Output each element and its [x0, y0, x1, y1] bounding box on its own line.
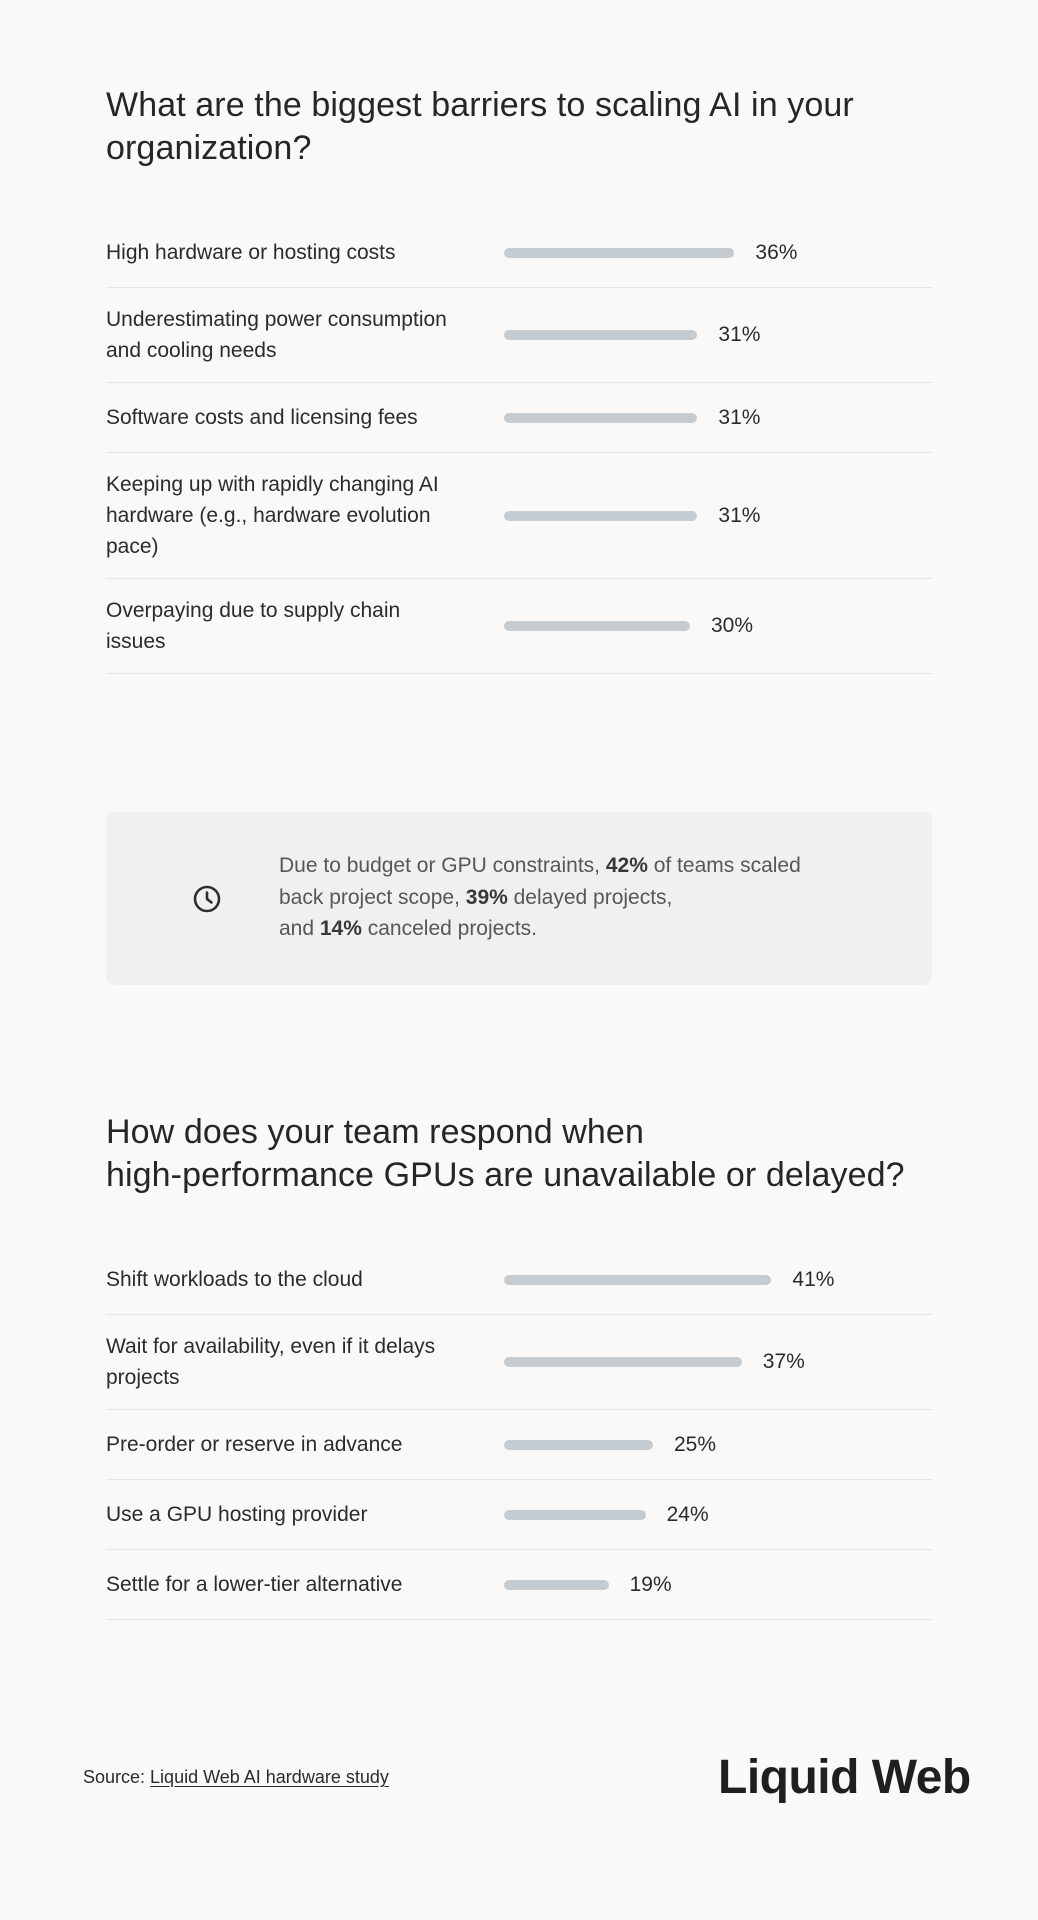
bar-track: 37% — [504, 1350, 932, 1374]
category-label: High hardware or hosting costs — [106, 237, 504, 268]
category-label-line: Wait for availability, even if it delays — [106, 1335, 436, 1358]
bar — [504, 1509, 646, 1520]
source-prefix: Source: — [83, 1767, 151, 1787]
category-label-line: projects — [106, 1366, 180, 1389]
category-label: Underestimating power consumption and coo… — [106, 304, 504, 366]
category-label-line: pace) — [106, 535, 159, 558]
value-label: 25% — [674, 1432, 717, 1456]
gpu-response-title-line2: high-performance GPUs are unavailable or… — [106, 1156, 905, 1194]
category-label: Pre-order or reserve in advance — [106, 1429, 504, 1460]
value-label: 24% — [666, 1502, 709, 1526]
category-label-line: High hardware or hosting costs — [106, 241, 396, 264]
category-label: Wait for availability, even if it delays… — [106, 1331, 504, 1393]
bar-track: 24% — [504, 1503, 932, 1527]
chart-row: Overpaying due to supply chain issues 30% — [106, 579, 932, 674]
category-label-line: Shift workloads to the cloud — [106, 1268, 363, 1291]
gpu-response-section: How does your team respond when high-per… — [106, 1111, 932, 1620]
gpu-response-title-line1: How does your team respond when — [106, 1113, 644, 1151]
gpu-response-title: How does your team respond when high-per… — [106, 1111, 932, 1197]
category-label: Settle for a lower-tier alternative — [106, 1569, 504, 1600]
value-label: 37% — [762, 1350, 805, 1373]
value-label: 36% — [755, 240, 798, 264]
chart-row: Shift workloads to the cloud 41% — [106, 1245, 932, 1315]
bar — [504, 247, 735, 258]
category-label-line: Software costs and licensing fees — [106, 406, 418, 429]
category-label: Shift workloads to the cloud — [106, 1264, 504, 1295]
chart-row: Wait for availability, even if it delays… — [106, 1315, 932, 1410]
bar — [504, 1579, 609, 1590]
bar-track: 19% — [504, 1573, 932, 1597]
bar — [504, 412, 698, 423]
bar — [504, 510, 698, 521]
category-label: Keeping up with rapidly changing AI hardw… — [106, 469, 504, 562]
bar-track: 31% — [504, 504, 932, 528]
chart-row: Underestimating power consumption and coo… — [106, 288, 932, 383]
callout-text-part: delayed projects, — [507, 885, 673, 909]
category-label-line: Underestimating power consumption — [106, 308, 447, 331]
clock-icon — [193, 885, 221, 913]
category-label-line: Keeping up with rapidly changing AI — [106, 473, 439, 496]
value-label: 19% — [629, 1572, 672, 1596]
callout-text-part: Due to budget or GPU constraints, — [279, 854, 606, 877]
value-label: 31% — [718, 503, 761, 527]
chart-row: Software costs and licensing fees 31% — [106, 383, 932, 453]
barriers-section: What are the biggest barriers to scaling… — [106, 84, 932, 674]
bar-track: 41% — [504, 1268, 932, 1292]
callout-text-part: of teams scaled — [647, 854, 801, 877]
callout-text-part: and — [279, 917, 320, 940]
value-label: 31% — [718, 323, 761, 346]
callout-stat-delayed: 39% — [465, 885, 508, 909]
liquid-web-logo: Liquid Web — [718, 1751, 971, 1804]
category-label-line: and cooling needs — [106, 339, 277, 362]
chart-row: Use a GPU hosting provider 24% — [106, 1480, 932, 1550]
category-label-line: Use a GPU hosting provider — [106, 1503, 368, 1526]
bar-track: 36% — [504, 241, 932, 265]
bar — [504, 1357, 742, 1367]
gpu-response-chart: Shift workloads to the cloud 41% Wait for … — [106, 1245, 932, 1620]
barriers-chart: High hardware or hosting costs 36% Underes… — [106, 218, 932, 674]
chart-row: Keeping up with rapidly changing AI hardw… — [106, 453, 932, 579]
value-label: 30% — [711, 614, 754, 637]
barriers-title-line1: What are the biggest barriers to scaling… — [106, 86, 854, 124]
bar — [504, 1274, 772, 1285]
source-note: Source: Liquid Web AI hardware study — [83, 1767, 389, 1788]
callout-stat-scaled-back: 42% — [605, 854, 648, 877]
chart-row: Pre-order or reserve in advance 25% — [106, 1410, 932, 1480]
callout-stat-canceled: 14% — [319, 917, 362, 940]
barriers-title-line2: organization? — [106, 129, 312, 167]
source-link[interactable]: Liquid Web AI hardware study — [150, 1767, 389, 1787]
bar — [504, 621, 690, 631]
value-label: 41% — [792, 1267, 835, 1291]
callout-text-part: canceled projects. — [361, 917, 538, 940]
category-label: Overpaying due to supply chain issues — [106, 595, 504, 657]
callout-text: Due to budget or GPU constraints, 42% of… — [279, 850, 879, 945]
category-label: Use a GPU hosting provider — [106, 1499, 504, 1530]
callout-text-part: back project scope, — [279, 885, 466, 909]
value-label: 31% — [718, 405, 761, 429]
bar — [504, 1439, 653, 1450]
bar — [504, 330, 698, 340]
bar-track: 30% — [504, 614, 932, 638]
category-label-line: Settle for a lower-tier alternative — [106, 1573, 403, 1596]
chart-row: High hardware or hosting costs 36% — [106, 218, 932, 288]
category-label-line: hardware (e.g., hardware evolution — [106, 504, 431, 527]
barriers-title: What are the biggest barriers to scaling… — [106, 84, 932, 170]
bar-track: 25% — [504, 1433, 932, 1457]
bar-track: 31% — [504, 406, 932, 430]
category-label-line: issues — [106, 630, 166, 653]
category-label: Software costs and licensing fees — [106, 402, 504, 433]
category-label-line: Overpaying due to supply chain — [106, 599, 401, 622]
bar-track: 31% — [504, 323, 932, 347]
budget-callout: Due to budget or GPU constraints, 42% of… — [106, 812, 932, 985]
chart-row: Settle for a lower-tier alternative 19% — [106, 1550, 932, 1620]
category-label-line: Pre-order or reserve in advance — [106, 1433, 403, 1456]
